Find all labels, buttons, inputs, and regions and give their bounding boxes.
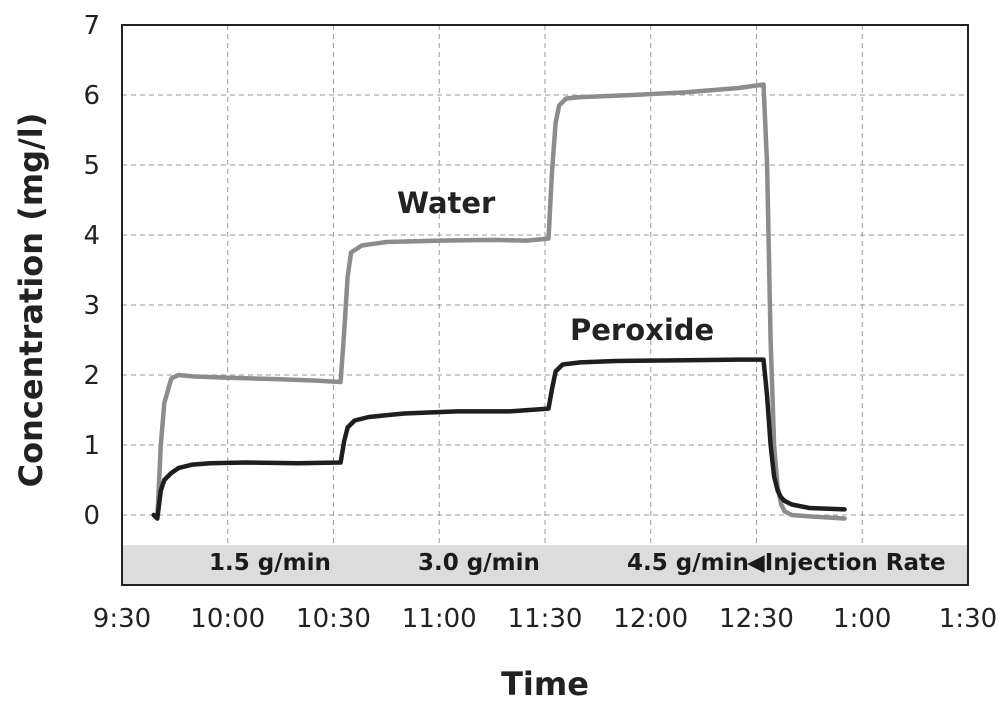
y-tick-label-1: 1	[83, 431, 100, 461]
x-tick-label-6: 12:30	[719, 604, 794, 634]
y-tick-label-6: 6	[83, 81, 100, 111]
injection-rate-3: 4.5 g/min	[627, 550, 749, 576]
peroxide-series-label: Peroxide	[570, 313, 714, 347]
injection-rate-2: 3.0 g/min	[418, 550, 540, 576]
x-tick-label-1: 10:00	[190, 604, 265, 634]
y-axis-title: Concentration (mg/l)	[12, 113, 50, 488]
y-tick-label-0: 0	[83, 501, 100, 531]
injection-rate-label: ◀Injection Rate	[747, 550, 946, 576]
injection-rate-1: 1.5 g/min	[209, 550, 331, 576]
y-tick-label-4: 4	[83, 221, 100, 251]
y-tick-label-3: 3	[83, 291, 100, 321]
tick-layer: 0 1 2 3 4 5 6 7 9:30 10:00 10:30 11:00 11:30 12:00 12:…	[83, 11, 997, 634]
x-tick-label-0: 9:30	[93, 604, 151, 634]
x-tick-label-7: 1:00	[833, 604, 891, 634]
x-tick-label-2: 10:30	[296, 604, 371, 634]
y-tick-label-2: 2	[83, 361, 100, 391]
injection-rate-band-layer	[122, 545, 968, 585]
water-series-label: Water	[397, 186, 496, 220]
series-layer	[151, 82, 847, 521]
injection-rate-band	[122, 545, 968, 585]
x-axis-title: Time	[501, 665, 589, 702]
y-tick-label-7: 7	[83, 11, 100, 41]
x-tick-label-4: 11:30	[508, 604, 583, 634]
x-tick-label-5: 12:00	[613, 604, 688, 634]
grid-layer	[122, 25, 968, 546]
peroxide-series-line	[151, 357, 847, 521]
plot-frame	[121, 24, 969, 586]
x-tick-label-3: 11:00	[402, 604, 477, 634]
y-tick-label-5: 5	[83, 151, 100, 181]
x-tick-label-8: 1:30	[939, 604, 997, 634]
water-series-line	[151, 82, 847, 521]
